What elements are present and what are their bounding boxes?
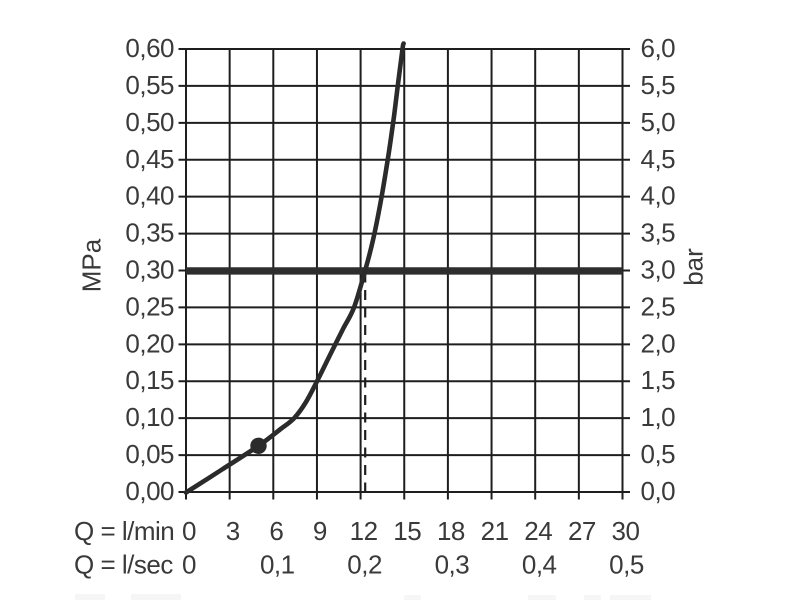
svg-text:0,5: 0,5 (609, 550, 644, 580)
svg-text:3: 3 (226, 516, 240, 546)
svg-text:0,35: 0,35 (125, 218, 174, 248)
svg-text:0,0: 0,0 (641, 476, 676, 506)
svg-text:0,60: 0,60 (125, 33, 174, 63)
svg-text:2,0: 2,0 (641, 328, 676, 358)
svg-text:15: 15 (393, 516, 421, 546)
svg-text:0,40: 0,40 (125, 181, 174, 211)
svg-text:0,10: 0,10 (125, 402, 174, 432)
svg-text:5,0: 5,0 (641, 107, 676, 137)
svg-text:0,30: 0,30 (125, 255, 174, 285)
svg-text:3,0: 3,0 (641, 255, 676, 285)
svg-text:3,5: 3,5 (641, 218, 676, 248)
svg-text:0,2: 0,2 (347, 550, 382, 580)
svg-text:24: 24 (524, 516, 552, 546)
svg-text:Q = l/min: Q = l/min (74, 516, 174, 546)
svg-text:12: 12 (350, 516, 378, 546)
svg-text:27: 27 (568, 516, 596, 546)
svg-text:0,15: 0,15 (125, 365, 174, 395)
svg-text:9: 9 (313, 516, 327, 546)
svg-text:0,00: 0,00 (125, 476, 174, 506)
svg-text:MPa: MPa (77, 238, 107, 292)
svg-text:0,5: 0,5 (641, 439, 676, 469)
svg-text:6: 6 (269, 516, 283, 546)
svg-text:0,25: 0,25 (125, 291, 174, 321)
svg-text:5,5: 5,5 (641, 70, 676, 100)
svg-text:0,50: 0,50 (125, 107, 174, 137)
svg-text:0: 0 (182, 516, 196, 546)
svg-text:21: 21 (481, 516, 509, 546)
svg-text:0,1: 0,1 (260, 550, 295, 580)
svg-text:2,5: 2,5 (641, 291, 676, 321)
svg-text:1,0: 1,0 (641, 402, 676, 432)
svg-text:0,20: 0,20 (125, 328, 174, 358)
svg-text:0,55: 0,55 (125, 70, 174, 100)
svg-text:0: 0 (182, 550, 196, 580)
svg-text:bar: bar (679, 248, 709, 286)
svg-text:4,5: 4,5 (641, 144, 676, 174)
svg-text:0,45: 0,45 (125, 144, 174, 174)
svg-text:0,05: 0,05 (125, 439, 174, 469)
svg-text:1,5: 1,5 (641, 365, 676, 395)
svg-text:6,0: 6,0 (641, 33, 676, 63)
svg-text:30: 30 (612, 516, 640, 546)
svg-text:0,4: 0,4 (522, 550, 557, 580)
svg-text:4,0: 4,0 (641, 181, 676, 211)
svg-text:Q = l/sec: Q = l/sec (74, 550, 173, 580)
svg-text:18: 18 (437, 516, 465, 546)
svg-text:0,3: 0,3 (435, 550, 470, 580)
